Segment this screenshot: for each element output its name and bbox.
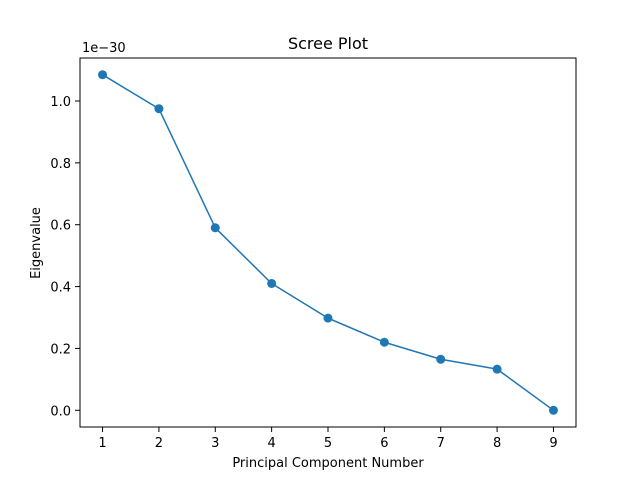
chart-title: Scree Plot bbox=[288, 34, 368, 53]
data-point bbox=[154, 104, 164, 114]
data-point bbox=[323, 313, 333, 323]
y-tick-label: 1.0 bbox=[50, 95, 71, 110]
y-axis-offset-label: 1e−30 bbox=[82, 41, 126, 56]
x-tick-label: 5 bbox=[324, 436, 332, 451]
x-tick-label: 2 bbox=[155, 436, 163, 451]
data-point bbox=[548, 405, 558, 415]
data-point bbox=[267, 278, 277, 288]
x-tick-label: 7 bbox=[437, 436, 445, 451]
y-axis-label: Eigenvalue bbox=[29, 207, 44, 279]
data-point bbox=[492, 364, 502, 374]
y-tick-label: 0.8 bbox=[50, 157, 71, 172]
y-tick-label: 0.4 bbox=[50, 281, 71, 296]
x-tick-label: 9 bbox=[549, 436, 557, 451]
data-point bbox=[98, 70, 108, 80]
data-point bbox=[210, 223, 220, 233]
plot-area: 1 2 3 4 5 6 7 8 9 0.0 0.2 0.4 0.6 0.8 1.0 bbox=[50, 57, 577, 451]
x-tick-label: 4 bbox=[267, 436, 275, 451]
x-tick-label: 3 bbox=[211, 436, 219, 451]
y-tick-label: 0.2 bbox=[50, 342, 71, 357]
x-tick-label: 1 bbox=[98, 436, 106, 451]
data-point bbox=[379, 337, 389, 347]
x-axis-label: Principal Component Number bbox=[232, 456, 424, 471]
y-tick-label: 0.6 bbox=[50, 219, 71, 234]
data-point bbox=[436, 354, 446, 364]
x-tick-label: 6 bbox=[380, 436, 388, 451]
y-tick-label: 0.0 bbox=[50, 404, 71, 419]
x-tick-label: 8 bbox=[493, 436, 501, 451]
